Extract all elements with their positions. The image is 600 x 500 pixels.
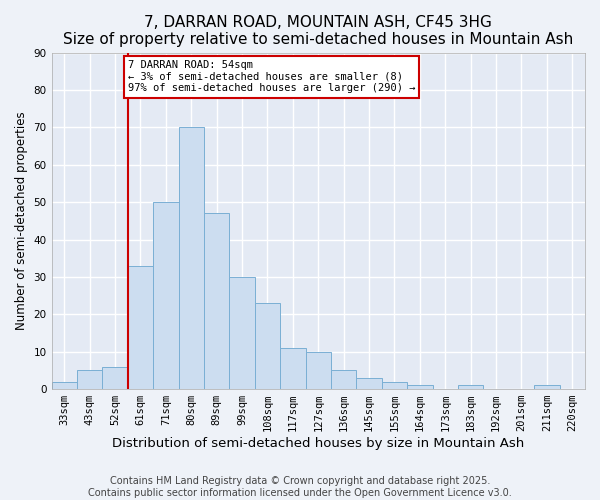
Bar [356,378,382,389]
Bar [280,348,305,389]
Bar [331,370,356,389]
Bar [153,202,179,389]
Bar [305,352,331,389]
Bar [229,277,255,389]
Bar [255,303,280,389]
Bar [382,382,407,389]
Bar [52,382,77,389]
Bar [534,386,560,389]
X-axis label: Distribution of semi-detached houses by size in Mountain Ash: Distribution of semi-detached houses by … [112,437,524,450]
Bar [179,128,204,389]
Bar [128,266,153,389]
Bar [204,214,229,389]
Bar [103,366,128,389]
Bar [458,386,484,389]
Title: 7, DARRAN ROAD, MOUNTAIN ASH, CF45 3HG
Size of property relative to semi-detache: 7, DARRAN ROAD, MOUNTAIN ASH, CF45 3HG S… [63,15,574,48]
Text: Contains HM Land Registry data © Crown copyright and database right 2025.
Contai: Contains HM Land Registry data © Crown c… [88,476,512,498]
Text: 7 DARRAN ROAD: 54sqm
← 3% of semi-detached houses are smaller (8)
97% of semi-de: 7 DARRAN ROAD: 54sqm ← 3% of semi-detach… [128,60,415,94]
Bar [77,370,103,389]
Bar [407,386,433,389]
Y-axis label: Number of semi-detached properties: Number of semi-detached properties [15,112,28,330]
